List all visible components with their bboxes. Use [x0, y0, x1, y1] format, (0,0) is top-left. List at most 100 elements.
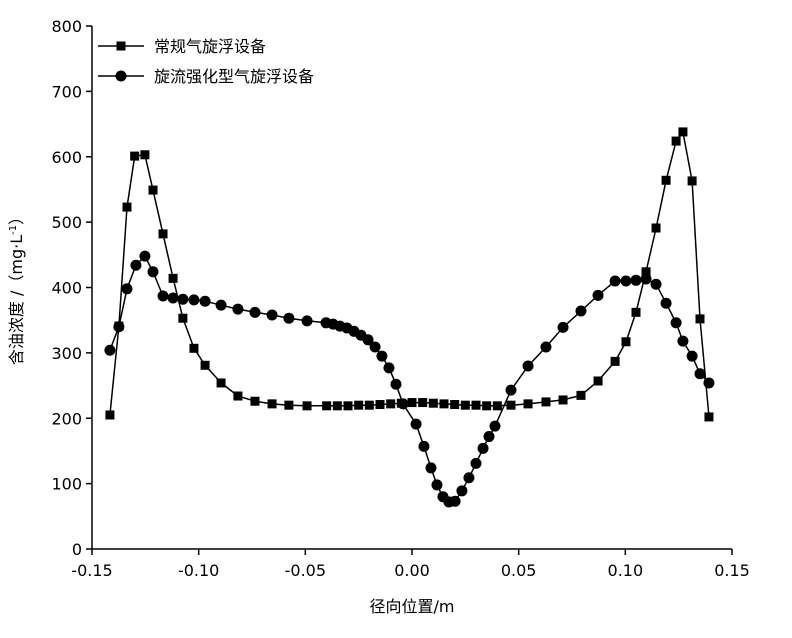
data-point	[148, 185, 158, 195]
data-point	[157, 290, 169, 302]
legend-marker	[116, 41, 126, 51]
y-axis-label-end: ）	[7, 209, 26, 225]
data-point	[677, 335, 689, 347]
data-point	[678, 127, 688, 137]
data-point	[188, 294, 200, 306]
data-point	[200, 360, 210, 370]
data-point	[686, 350, 698, 362]
data-point	[576, 390, 586, 400]
data-point	[540, 341, 552, 353]
data-point	[302, 401, 312, 411]
data-point	[671, 136, 681, 146]
data-point	[199, 295, 211, 307]
data-point	[575, 305, 587, 317]
data-point	[660, 297, 672, 309]
data-point	[250, 396, 260, 406]
data-point	[506, 400, 516, 410]
data-point	[470, 457, 482, 469]
data-point	[431, 479, 443, 491]
legend-marker	[115, 70, 127, 82]
y-tick-label: 400	[51, 279, 82, 298]
data-point	[477, 442, 489, 454]
data-point	[122, 202, 132, 212]
y-tick-label: 100	[51, 475, 82, 494]
data-point	[640, 273, 652, 285]
data-point	[558, 395, 568, 405]
data-point	[694, 368, 706, 380]
series-line	[109, 130, 710, 417]
data-point	[641, 267, 651, 277]
data-point	[593, 376, 603, 386]
data-point	[139, 250, 151, 262]
data-point	[418, 398, 428, 408]
data-point	[343, 401, 353, 411]
series-line	[109, 254, 710, 503]
data-point	[704, 412, 714, 422]
x-tick-label: -0.05	[285, 561, 326, 580]
data-point	[177, 293, 189, 305]
data-point	[449, 495, 461, 507]
data-point	[158, 229, 168, 239]
data-point	[620, 275, 632, 287]
x-tick-label: 0.10	[608, 561, 644, 580]
data-point	[233, 391, 243, 401]
data-point	[523, 399, 533, 409]
data-point	[130, 151, 140, 161]
data-point	[631, 307, 641, 317]
data-point	[322, 401, 332, 411]
data-point	[651, 223, 661, 233]
data-point	[609, 275, 621, 287]
data-point	[386, 399, 396, 409]
data-point	[354, 400, 364, 410]
data-point	[283, 312, 295, 324]
y-axis-label-sup: -1	[8, 225, 19, 235]
data-point	[140, 150, 150, 160]
data-point	[482, 401, 492, 411]
data-point	[266, 309, 278, 321]
data-point	[661, 175, 671, 185]
data-point	[456, 485, 468, 497]
data-point	[428, 398, 438, 408]
data-point	[522, 360, 534, 372]
data-point	[460, 400, 470, 410]
x-tick-label: 0.00	[394, 561, 430, 580]
data-point	[267, 399, 277, 409]
data-point	[670, 317, 682, 329]
data-point	[505, 384, 517, 396]
x-axis-label: 径向位置/m	[370, 597, 455, 616]
data-point	[650, 278, 662, 290]
data-point	[687, 176, 697, 186]
data-point	[471, 400, 481, 410]
data-point	[215, 299, 227, 311]
data-point	[557, 321, 569, 333]
x-tick-label: -0.10	[178, 561, 219, 580]
y-tick-label: 700	[51, 82, 82, 101]
data-point	[232, 303, 244, 315]
data-point	[375, 400, 385, 410]
data-point	[369, 341, 381, 353]
data-point	[376, 350, 388, 362]
data-point	[130, 259, 142, 271]
y-tick-label: 500	[51, 213, 82, 232]
x-tick-label: 0.05	[501, 561, 537, 580]
data-point	[621, 337, 631, 347]
data-point	[216, 378, 226, 388]
data-point	[541, 397, 551, 407]
data-point	[592, 289, 604, 301]
x-tick-label: 0.15	[714, 561, 750, 580]
data-point	[301, 315, 313, 327]
y-tick-label: 800	[51, 17, 82, 36]
data-point	[410, 418, 422, 430]
data-point	[390, 378, 402, 390]
data-point	[703, 377, 715, 389]
data-point	[147, 266, 159, 278]
data-point	[489, 420, 501, 432]
data-point	[249, 306, 261, 318]
data-point	[425, 462, 437, 474]
y-tick-label: 200	[51, 409, 82, 428]
data-point	[463, 472, 475, 484]
data-point	[332, 401, 342, 411]
data-point	[121, 283, 133, 295]
data-point	[483, 431, 495, 443]
